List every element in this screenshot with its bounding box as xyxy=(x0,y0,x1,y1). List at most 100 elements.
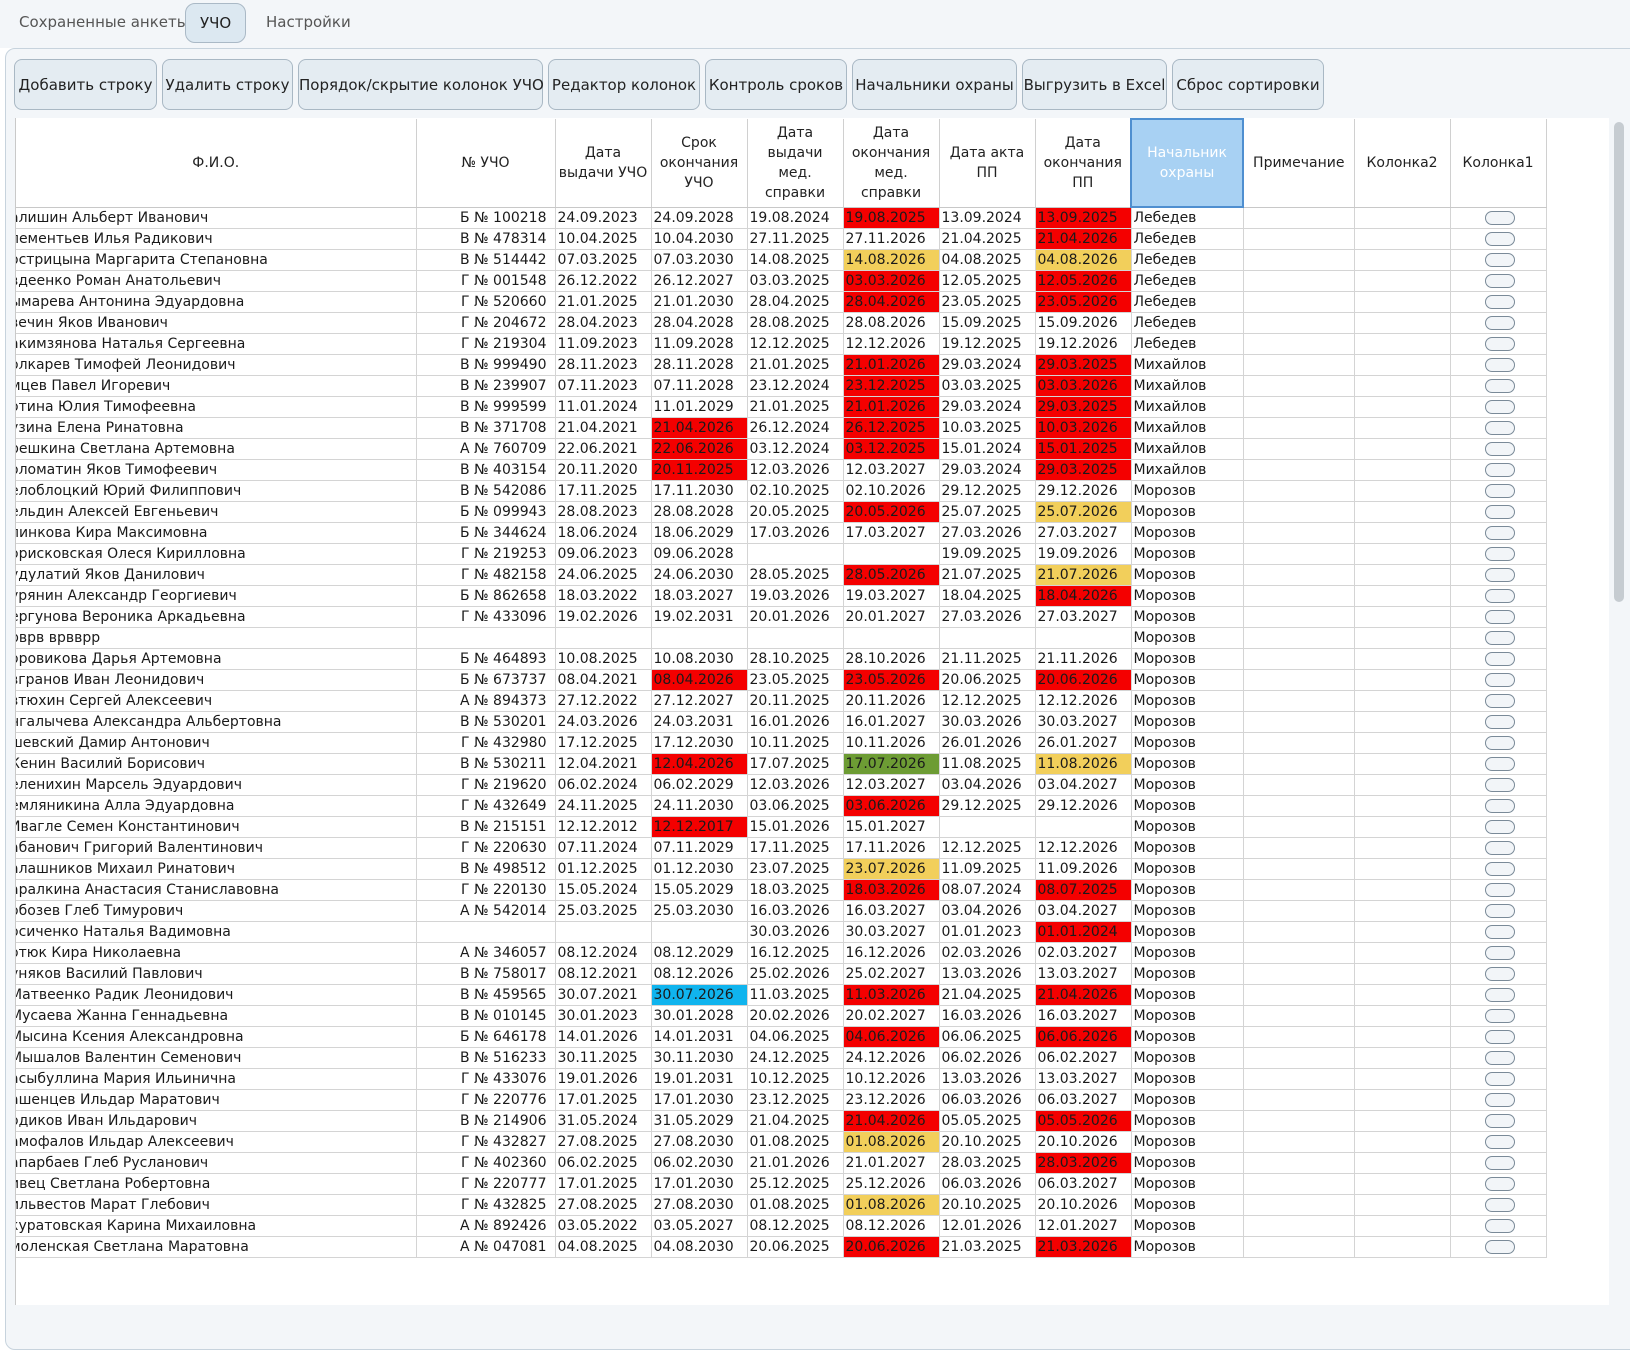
security-head-cell[interactable]: Морозов xyxy=(1131,1194,1244,1216)
security-head-cell[interactable]: Морозов xyxy=(1131,858,1244,880)
med-issue-date-cell[interactable]: 03.06.2025 xyxy=(747,795,844,817)
column2-cell[interactable] xyxy=(1354,1173,1451,1195)
pp-act-date-cell[interactable]: 21.04.2025 xyxy=(939,228,1036,250)
security-head-cell[interactable]: Михайлов xyxy=(1131,459,1244,481)
ucho-number-cell[interactable]: Г № 432825 xyxy=(416,1194,556,1216)
table-row[interactable]: Ивагле Семен Константинович В № 215151 12.… xyxy=(16,816,1547,838)
pp-expiry-cell[interactable]: 12.01.2027 xyxy=(1035,1215,1132,1237)
note-cell[interactable] xyxy=(1243,585,1355,607)
ucho-expiry-cell[interactable]: 04.08.2030 xyxy=(651,1236,748,1258)
note-cell[interactable] xyxy=(1243,669,1355,691)
med-expiry-cell[interactable]: 20.11.2026 xyxy=(843,690,940,712)
med-expiry-cell[interactable]: 28.04.2026 xyxy=(843,291,940,313)
med-issue-date-cell[interactable]: 27.11.2025 xyxy=(747,228,844,250)
note-cell[interactable] xyxy=(1243,1173,1355,1195)
pp-act-date-cell[interactable]: 25.07.2025 xyxy=(939,501,1036,523)
table-row[interactable]: обозев Глеб Тимурович А № 542014 25.03.202… xyxy=(16,900,1547,922)
column2-cell[interactable] xyxy=(1354,921,1451,943)
toggle-switch[interactable] xyxy=(1484,295,1515,309)
security-head-cell[interactable]: Лебедев xyxy=(1131,333,1244,355)
med-issue-date-cell[interactable]: 03.12.2024 xyxy=(747,438,844,460)
med-expiry-cell[interactable]: 25.02.2027 xyxy=(843,963,940,985)
toggle-switch[interactable] xyxy=(1484,568,1515,582)
pp-act-date-cell[interactable]: 30.03.2026 xyxy=(939,711,1036,733)
toggle-switch[interactable] xyxy=(1484,925,1515,939)
note-cell[interactable] xyxy=(1243,1089,1355,1111)
ucho-issue-date-cell[interactable]: 10.04.2025 xyxy=(555,228,652,250)
ucho-expiry-cell[interactable]: 18.06.2029 xyxy=(651,522,748,544)
pp-act-date-cell[interactable]: 04.08.2025 xyxy=(939,249,1036,271)
ucho-number-cell[interactable] xyxy=(416,627,556,649)
security-head-cell[interactable]: Морозов xyxy=(1131,921,1244,943)
med-issue-date-cell[interactable]: 20.11.2025 xyxy=(747,690,844,712)
column2-cell[interactable] xyxy=(1354,417,1451,439)
note-cell[interactable] xyxy=(1243,942,1355,964)
ucho-expiry-cell[interactable]: 17.12.2030 xyxy=(651,732,748,754)
note-cell[interactable] xyxy=(1243,312,1355,334)
ucho-expiry-cell[interactable]: 07.11.2029 xyxy=(651,837,748,859)
pp-act-date-cell[interactable]: 21.04.2025 xyxy=(939,984,1036,1006)
security-head-cell[interactable]: Морозов xyxy=(1131,837,1244,859)
pp-expiry-cell[interactable]: 13.03.2027 xyxy=(1035,963,1132,985)
toggle-switch[interactable] xyxy=(1484,316,1515,330)
note-cell[interactable] xyxy=(1243,1152,1355,1174)
ucho-expiry-cell[interactable]: 06.02.2029 xyxy=(651,774,748,796)
med-expiry-cell[interactable]: 16.12.2026 xyxy=(843,942,940,964)
fio-cell[interactable]: емляникина Алла Эдуардовна xyxy=(16,795,417,817)
ucho-number-cell[interactable]: Б № 673737 xyxy=(416,669,556,691)
ucho-issue-date-cell[interactable]: 06.02.2025 xyxy=(555,1152,652,1174)
table-row[interactable]: осиченко Наталья Вадимовна 30.03.2026 30.0… xyxy=(16,921,1547,943)
pp-act-date-cell[interactable]: 03.04.2026 xyxy=(939,774,1036,796)
ucho-issue-date-cell[interactable]: 07.11.2023 xyxy=(555,375,652,397)
security-head-cell[interactable]: Лебедев xyxy=(1131,207,1244,229)
fio-cell[interactable]: куратовская Карина Михаиловна xyxy=(16,1215,417,1237)
pp-act-date-cell[interactable]: 29.03.2024 xyxy=(939,459,1036,481)
pp-expiry-cell[interactable]: 06.03.2027 xyxy=(1035,1173,1132,1195)
column-order-button[interactable]: Порядок/скрытие колонок УЧО xyxy=(298,59,544,110)
security-head-cell[interactable]: Морозов xyxy=(1131,669,1244,691)
med-issue-date-cell[interactable]: 19.03.2026 xyxy=(747,585,844,607)
ucho-expiry-cell[interactable] xyxy=(651,627,748,649)
security-head-cell[interactable]: Морозов xyxy=(1131,501,1244,523)
med-issue-date-cell[interactable]: 16.01.2026 xyxy=(747,711,844,733)
note-cell[interactable] xyxy=(1243,795,1355,817)
pp-act-date-cell[interactable]: 21.07.2025 xyxy=(939,564,1036,586)
med-issue-date-cell[interactable]: 16.12.2025 xyxy=(747,942,844,964)
fio-cell[interactable]: уняков Василий Павлович xyxy=(16,963,417,985)
security-head-cell[interactable]: Морозов xyxy=(1131,1131,1244,1153)
ucho-number-cell[interactable]: Г № 432649 xyxy=(416,795,556,817)
column2-cell[interactable] xyxy=(1354,711,1451,733)
note-cell[interactable] xyxy=(1243,1026,1355,1048)
ucho-number-cell[interactable]: Б № 099943 xyxy=(416,501,556,523)
ucho-number-cell[interactable] xyxy=(416,921,556,943)
ucho-issue-date-cell[interactable]: 09.06.2023 xyxy=(555,543,652,565)
col-header-med-expiry[interactable]: Дата окончания мед. справки xyxy=(843,119,940,208)
ucho-expiry-cell[interactable]: 17.01.2030 xyxy=(651,1089,748,1111)
note-cell[interactable] xyxy=(1243,816,1355,838)
ucho-issue-date-cell[interactable] xyxy=(555,921,652,943)
table-row[interactable]: ильвестов Марат Глебович Г № 432825 27.08.… xyxy=(16,1194,1547,1216)
pp-act-date-cell[interactable]: 13.03.2026 xyxy=(939,963,1036,985)
pp-expiry-cell[interactable]: 26.01.2027 xyxy=(1035,732,1132,754)
med-expiry-cell[interactable]: 03.03.2026 xyxy=(843,270,940,292)
column2-cell[interactable] xyxy=(1354,312,1451,334)
pp-act-date-cell[interactable]: 06.06.2025 xyxy=(939,1026,1036,1048)
table-row[interactable]: аралкина Анастасия Станиславовна Г № 2201… xyxy=(16,879,1547,901)
security-head-cell[interactable]: Морозов xyxy=(1131,543,1244,565)
pp-act-date-cell[interactable]: 29.03.2024 xyxy=(939,354,1036,376)
security-head-cell[interactable]: Михайлов xyxy=(1131,438,1244,460)
fio-cell[interactable]: елоблоцкий Юрий Филиппович xyxy=(16,480,417,502)
fio-cell[interactable]: вгранов Иван Леонидович xyxy=(16,669,417,691)
delete-row-button[interactable]: Удалить строку xyxy=(162,59,293,110)
note-cell[interactable] xyxy=(1243,522,1355,544)
med-expiry-cell[interactable]: 21.04.2026 xyxy=(843,1110,940,1132)
table-row[interactable]: акимзянова Наталья Сергеевна Г № 219304 11… xyxy=(16,333,1547,355)
med-issue-date-cell[interactable]: 01.08.2025 xyxy=(747,1194,844,1216)
pp-act-date-cell[interactable]: 02.03.2026 xyxy=(939,942,1036,964)
ucho-number-cell[interactable]: Г № 001548 xyxy=(416,270,556,292)
table-row[interactable]: Кенин Василий Борисович В № 530211 12.04.2… xyxy=(16,753,1547,775)
pp-expiry-cell[interactable]: 28.03.2026 xyxy=(1035,1152,1132,1174)
pp-expiry-cell[interactable]: 15.09.2026 xyxy=(1035,312,1132,334)
toggle-switch[interactable] xyxy=(1484,694,1515,708)
note-cell[interactable] xyxy=(1243,921,1355,943)
